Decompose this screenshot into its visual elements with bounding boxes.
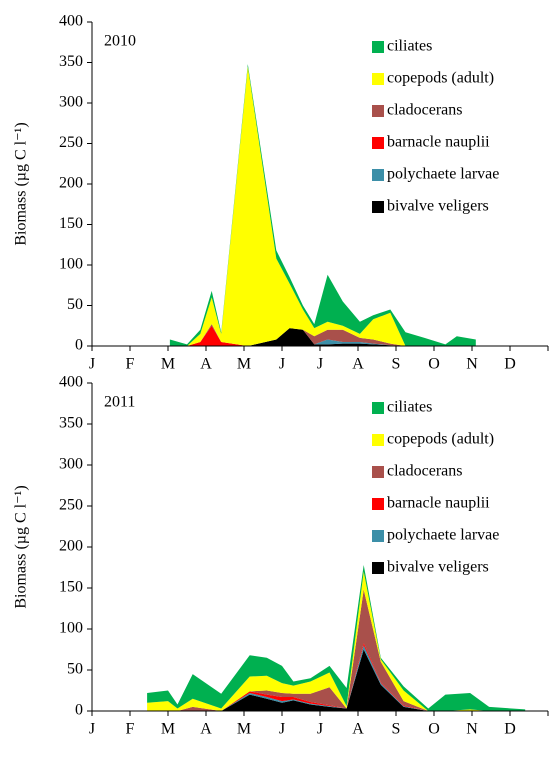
- y-tick-label: 0: [75, 337, 83, 354]
- x-tick-label: N: [466, 356, 478, 373]
- x-tick-label: M: [161, 721, 175, 738]
- y-tick-label: 150: [59, 215, 83, 232]
- panel-label: 2010: [104, 33, 136, 50]
- legend-swatch: [372, 201, 384, 213]
- y-tick-label: 400: [59, 374, 83, 391]
- x-tick-label: J: [89, 356, 95, 373]
- x-tick-label: A: [200, 356, 212, 373]
- y-tick-label: 350: [59, 415, 83, 432]
- x-tick-label: N: [466, 721, 478, 738]
- x-tick-label: D: [504, 356, 516, 373]
- legend-label: polychaete larvae: [387, 527, 499, 544]
- y-axis-label: Biomass (µg C l⁻¹): [13, 485, 30, 608]
- y-tick-label: 150: [59, 579, 83, 596]
- legend-swatch: [372, 562, 384, 574]
- legend-swatch: [372, 434, 384, 446]
- x-tick-label: A: [200, 721, 212, 738]
- panel-label: 2011: [104, 394, 135, 411]
- area: [169, 324, 476, 346]
- x-tick-label: O: [428, 356, 440, 373]
- legend-label: copepods (adult): [387, 70, 494, 87]
- x-tick-label: M: [237, 356, 251, 373]
- legend-label: barnacle nauplii: [387, 134, 490, 151]
- x-tick-label: J: [317, 721, 323, 738]
- legend-label: cladocerans: [387, 463, 463, 480]
- legend-label: bivalve veligers: [387, 198, 489, 215]
- y-tick-label: 300: [59, 456, 83, 473]
- legend-swatch: [372, 105, 384, 117]
- y-tick-label: 0: [75, 702, 83, 719]
- x-tick-label: S: [392, 721, 401, 738]
- legend-swatch: [372, 137, 384, 149]
- y-tick-label: 50: [67, 661, 83, 678]
- area: [169, 66, 476, 347]
- legend-swatch: [372, 402, 384, 414]
- y-tick-label: 100: [59, 256, 83, 273]
- legend-label: ciliates: [387, 38, 432, 55]
- x-tick-label: M: [161, 356, 175, 373]
- legend-label: bivalve veligers: [387, 559, 489, 576]
- legend-swatch: [372, 41, 384, 53]
- legend-swatch: [372, 498, 384, 510]
- x-tick-label: D: [504, 721, 516, 738]
- x-tick-label: J: [317, 356, 323, 373]
- x-tick-label: J: [279, 356, 285, 373]
- x-tick-label: A: [352, 356, 364, 373]
- x-tick-label: F: [126, 721, 135, 738]
- legend-label: ciliates: [387, 399, 432, 416]
- x-tick-label: S: [392, 356, 401, 373]
- y-tick-label: 200: [59, 538, 83, 555]
- y-tick-label: 50: [67, 296, 83, 313]
- area: [169, 328, 476, 346]
- x-tick-label: J: [279, 721, 285, 738]
- legend-swatch: [372, 530, 384, 542]
- legend-swatch: [372, 169, 384, 181]
- x-tick-label: J: [89, 721, 95, 738]
- x-tick-label: O: [428, 721, 440, 738]
- area: [169, 325, 476, 346]
- y-axis-label: Biomass (µg C l⁻¹): [13, 122, 30, 245]
- y-tick-label: 350: [59, 53, 83, 70]
- legend-label: polychaete larvae: [387, 166, 499, 183]
- y-tick-label: 300: [59, 94, 83, 111]
- y-tick-label: 100: [59, 620, 83, 637]
- y-tick-label: 400: [59, 13, 83, 30]
- x-tick-label: A: [352, 721, 364, 738]
- y-tick-label: 250: [59, 134, 83, 151]
- legend-swatch: [372, 73, 384, 85]
- y-tick-label: 200: [59, 175, 83, 192]
- x-tick-label: M: [237, 721, 251, 738]
- legend-swatch: [372, 466, 384, 478]
- legend-label: cladocerans: [387, 102, 463, 119]
- x-tick-label: F: [126, 356, 135, 373]
- y-tick-label: 250: [59, 497, 83, 514]
- legend-label: barnacle nauplii: [387, 495, 490, 512]
- area: [147, 565, 526, 711]
- legend-label: copepods (adult): [387, 431, 494, 448]
